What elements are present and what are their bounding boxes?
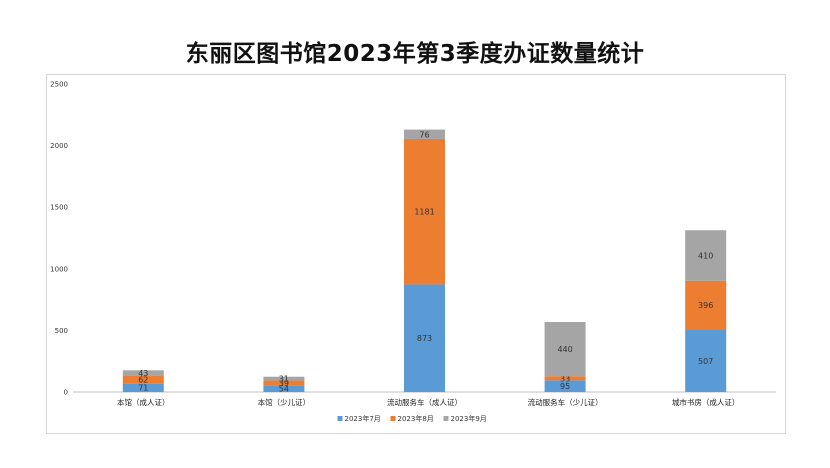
category-label: 流动服务车（成人证）	[387, 397, 462, 407]
data-label: 440	[557, 345, 572, 354]
y-tick-label: 1500	[50, 204, 68, 212]
data-label: 507	[698, 357, 713, 366]
y-tick-label: 2500	[50, 81, 68, 89]
y-tick-label: 2000	[50, 142, 68, 150]
chart-frame	[46, 74, 786, 434]
x-axis: 本馆（成人证） 本馆（少儿证） 流动服务车（成人证） 流动服务车（少儿证） 城市书房（成…	[117, 397, 739, 407]
bar-segment	[685, 230, 727, 281]
bar-segment	[263, 380, 305, 386]
bar-segment	[263, 376, 305, 381]
category-label: 本馆（成人证）	[117, 397, 170, 407]
data-label: 873	[417, 334, 432, 343]
category-label: 本馆（少儿证）	[258, 397, 311, 407]
bar-segment	[404, 138, 445, 285]
legend-label: 2023年9月	[451, 414, 487, 423]
data-label: 39	[279, 379, 289, 388]
y-tick-label: 1000	[50, 265, 68, 273]
data-label: 1181	[414, 208, 434, 217]
legend-label: 2023年8月	[398, 414, 434, 423]
bar-segment	[685, 280, 727, 330]
bar-segment	[122, 370, 164, 376]
bar-segment	[544, 376, 586, 381]
bar-segment	[685, 329, 727, 392]
bar-segment	[404, 129, 445, 139]
legend-label: 2023年7月	[345, 414, 381, 423]
bar-segment	[263, 385, 305, 392]
data-label: 31	[279, 375, 289, 384]
chart-title: 东丽区图书馆2023年第3季度办证数量统计	[185, 41, 645, 67]
data-label: 76	[419, 130, 429, 139]
data-label: 43	[138, 369, 148, 378]
legend-swatch	[390, 416, 396, 421]
data-label: 62	[138, 375, 148, 384]
data-label: 410	[698, 251, 713, 260]
data-label: 71	[138, 384, 148, 393]
data-label: 33	[560, 374, 570, 383]
y-tick-label: 500	[55, 327, 68, 335]
data-label: 396	[698, 301, 713, 310]
data-label: 95	[560, 382, 570, 391]
bar-segment	[122, 375, 164, 384]
category-label: 城市书房（成人证）	[672, 397, 740, 407]
legend-swatch	[337, 416, 343, 421]
legend: 2023年7月 2023年8月 2023年9月	[337, 414, 487, 423]
bar-segment	[544, 380, 586, 392]
y-axis: 0 500 1000 1500 2000 2500	[50, 81, 68, 397]
bar-segment	[122, 383, 164, 392]
y-tick-label: 0	[64, 389, 68, 397]
legend-swatch	[443, 416, 449, 421]
bar-segment	[544, 322, 586, 377]
bar-segment	[404, 284, 445, 392]
data-label: 54	[279, 385, 289, 394]
category-label: 流动服务车（少儿证）	[528, 397, 603, 407]
